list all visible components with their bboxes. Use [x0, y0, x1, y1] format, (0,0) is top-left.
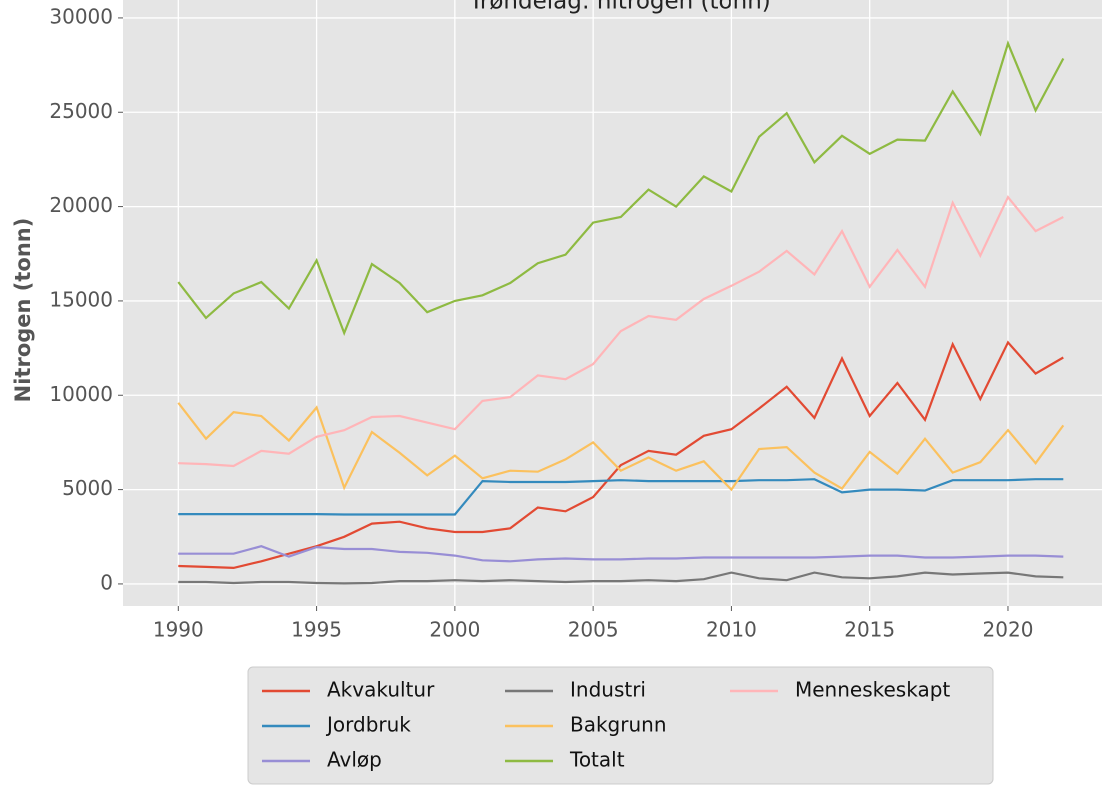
legend	[247, 666, 994, 785]
series-line	[178, 571, 1064, 585]
y-tick-label: 30000	[49, 4, 113, 28]
chart-title: Trøndelag: nitrogen (tonn)	[468, 0, 771, 15]
x-tick-label: 2000	[429, 618, 480, 642]
y-tick-label: 10000	[49, 382, 113, 406]
y-tick-label: 0	[100, 570, 113, 594]
y-tick-label: 5000	[62, 476, 113, 500]
series-line	[178, 545, 1064, 563]
y-tick-label: 25000	[49, 99, 113, 123]
series-line	[178, 195, 1064, 468]
legend-label: Menneskeskapt	[795, 678, 950, 702]
y-tick-label: 15000	[49, 287, 113, 311]
series-line	[178, 478, 1064, 516]
plot-area	[123, 0, 1102, 606]
legend-label: Jordbruk	[325, 713, 411, 737]
legend-label: Bakgrunn	[570, 713, 667, 737]
x-tick-label: 2005	[568, 618, 619, 642]
legend-label: Avløp	[327, 748, 382, 772]
series-line	[178, 340, 1064, 570]
legend-label: Industri	[570, 678, 646, 702]
x-tick-label: 2015	[844, 618, 895, 642]
legend-label: Totalt	[569, 748, 625, 772]
series-line	[177, 40, 1065, 337]
x-tick-label: 2020	[983, 618, 1034, 642]
x-tick-label: 1990	[153, 618, 204, 642]
y-axis-label: Nitrogen (tonn)	[11, 218, 35, 403]
x-tick-label: 1995	[291, 618, 342, 642]
legend-label: Akvakultur	[327, 678, 435, 702]
x-tick-label: 2010	[706, 618, 757, 642]
y-tick-label: 20000	[49, 193, 113, 217]
